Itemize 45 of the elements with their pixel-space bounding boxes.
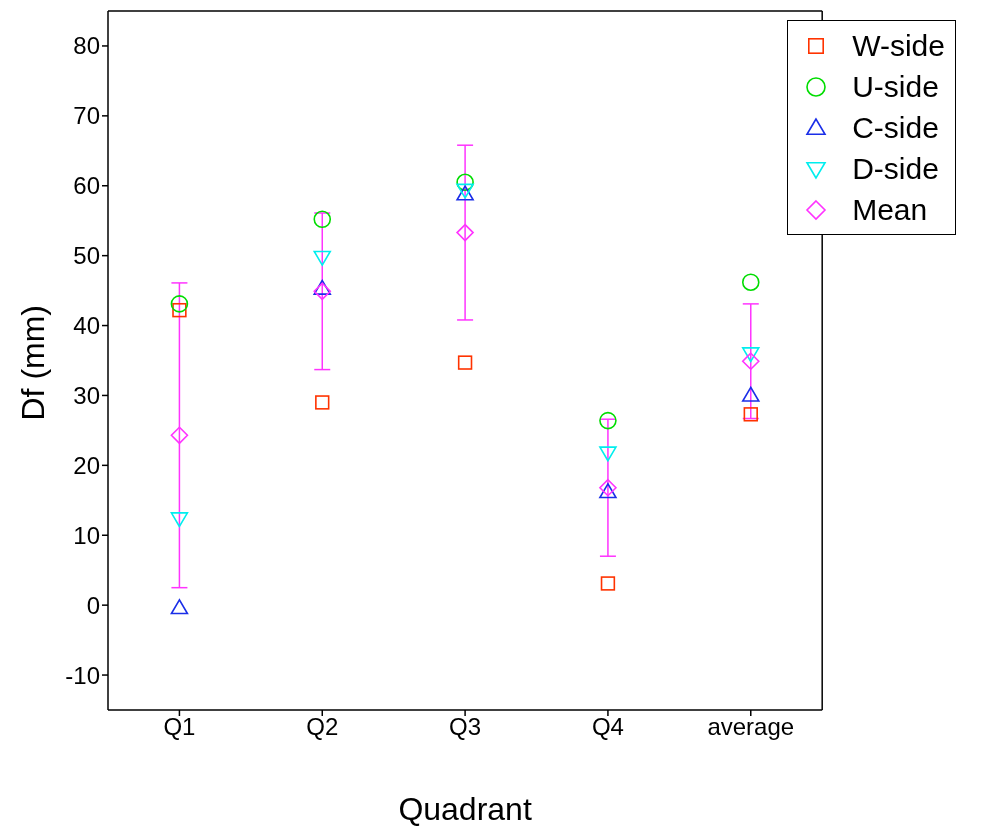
point <box>599 478 617 497</box>
point <box>313 279 332 295</box>
point <box>313 282 332 301</box>
y-tick-label: 70 <box>73 102 100 130</box>
y-tick-label: -10 <box>65 661 100 689</box>
point <box>172 302 187 318</box>
y-tick-label: 30 <box>73 381 100 409</box>
y-tick-label: 80 <box>73 32 100 60</box>
point <box>741 273 760 292</box>
point <box>170 426 189 445</box>
point <box>170 512 189 528</box>
legend-label: U-side <box>852 69 939 104</box>
x-tick-label: Q3 <box>449 713 482 741</box>
point <box>456 223 474 242</box>
legend-label: W-side <box>852 28 945 63</box>
point <box>170 599 189 615</box>
legend-label: C-side <box>852 110 939 145</box>
legend-label: Mean <box>852 192 928 227</box>
x-axis-title: Quadrant <box>398 791 532 827</box>
point <box>313 210 332 229</box>
y-tick-label: 0 <box>86 591 100 619</box>
point <box>741 347 760 363</box>
point <box>743 407 758 422</box>
x-tick-label: average <box>707 713 795 741</box>
y-tick-label: 10 <box>73 521 100 549</box>
point <box>599 483 617 499</box>
legend-label: D-side <box>852 151 939 186</box>
y-tick-label: 50 <box>73 242 100 270</box>
y-axis-title: Df (mm) <box>15 304 52 421</box>
point <box>599 411 617 430</box>
point <box>170 295 189 313</box>
x-tick-label: Q1 <box>163 713 196 741</box>
point <box>313 250 332 266</box>
y-tick-label: 40 <box>73 312 100 340</box>
point <box>741 386 760 402</box>
x-tick-label: Q4 <box>591 713 624 741</box>
point <box>600 576 616 591</box>
y-tick-label: 60 <box>73 172 100 200</box>
point <box>741 352 760 370</box>
point <box>456 173 474 192</box>
x-tick-label: Q2 <box>306 713 339 741</box>
point <box>599 446 617 462</box>
y-tick-label: 20 <box>73 451 100 479</box>
point <box>457 355 473 370</box>
point <box>315 395 330 410</box>
